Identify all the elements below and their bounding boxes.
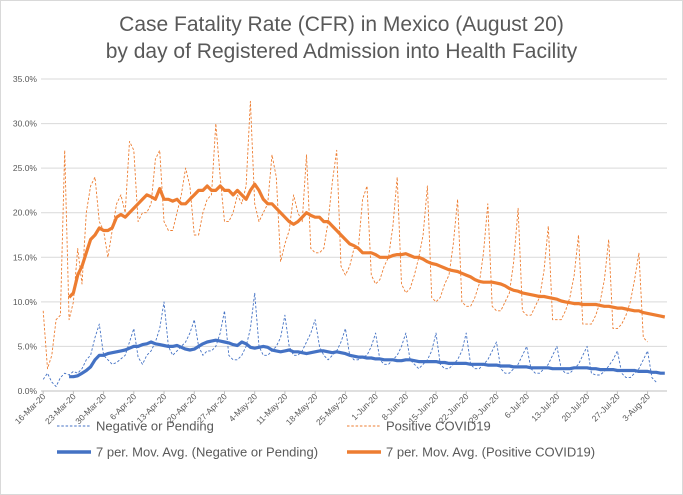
x-tick-label: 27-Jul-20 [590,391,622,423]
y-tick-label: 0.0% [18,386,38,396]
series-line-3 [67,182,666,319]
x-tick-label: 6-Apr-20 [108,391,139,422]
y-tick-label: 15.0% [13,252,38,262]
x-tick-label: 6-Jul-20 [502,391,531,420]
y-tick-label: 35.0% [13,74,38,84]
x-tick-label: 8-Jun-20 [379,391,410,422]
legend-label-2: 7 per. Mov. Avg. (Negative or Pending) [96,445,318,460]
x-tick-label: 3-Aug-20 [620,391,652,423]
x-tick-label: 1-Jun-20 [349,391,380,422]
y-tick-label: 20.0% [13,208,38,218]
series-line-1 [42,100,648,370]
series-line-2 [69,338,665,379]
x-tick-label: 16-Mar-20 [13,391,48,426]
legend-label-1: Positive COVID19 [386,419,491,434]
chart-title-line1: Case Fatality Rate (CFR) in Mexico (Augu… [119,13,564,36]
x-tick-label: 13-Jul-20 [529,391,561,423]
y-tick-label: 10.0% [13,297,38,307]
y-tick-label: 25.0% [13,163,38,173]
chart-title-line2: by day of Registered Admission into Heal… [105,40,578,63]
legend-label-0: Negative or Pending [96,419,214,434]
legend-label-3: 7 per. Mov. Avg. (Positive COVID19) [386,445,595,460]
x-tick-label: 25-May-20 [314,391,350,427]
series-line-0 [42,292,657,387]
x-tick-label: 20-Jul-20 [559,391,591,423]
y-tick-label: 30.0% [13,119,38,129]
y-tick-label: 5.0% [18,341,38,351]
x-tick-label: 23-Mar-20 [43,391,78,426]
